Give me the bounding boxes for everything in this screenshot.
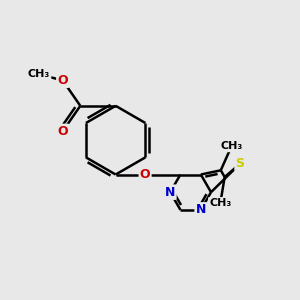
Text: N: N	[165, 186, 175, 199]
Text: O: O	[57, 125, 68, 138]
Text: O: O	[140, 168, 150, 181]
Text: CH₃: CH₃	[220, 141, 243, 151]
Text: CH₃: CH₃	[28, 69, 50, 80]
Text: CH₃: CH₃	[209, 198, 231, 208]
Text: N: N	[196, 203, 206, 216]
Text: O: O	[57, 74, 68, 87]
Text: S: S	[236, 157, 244, 170]
